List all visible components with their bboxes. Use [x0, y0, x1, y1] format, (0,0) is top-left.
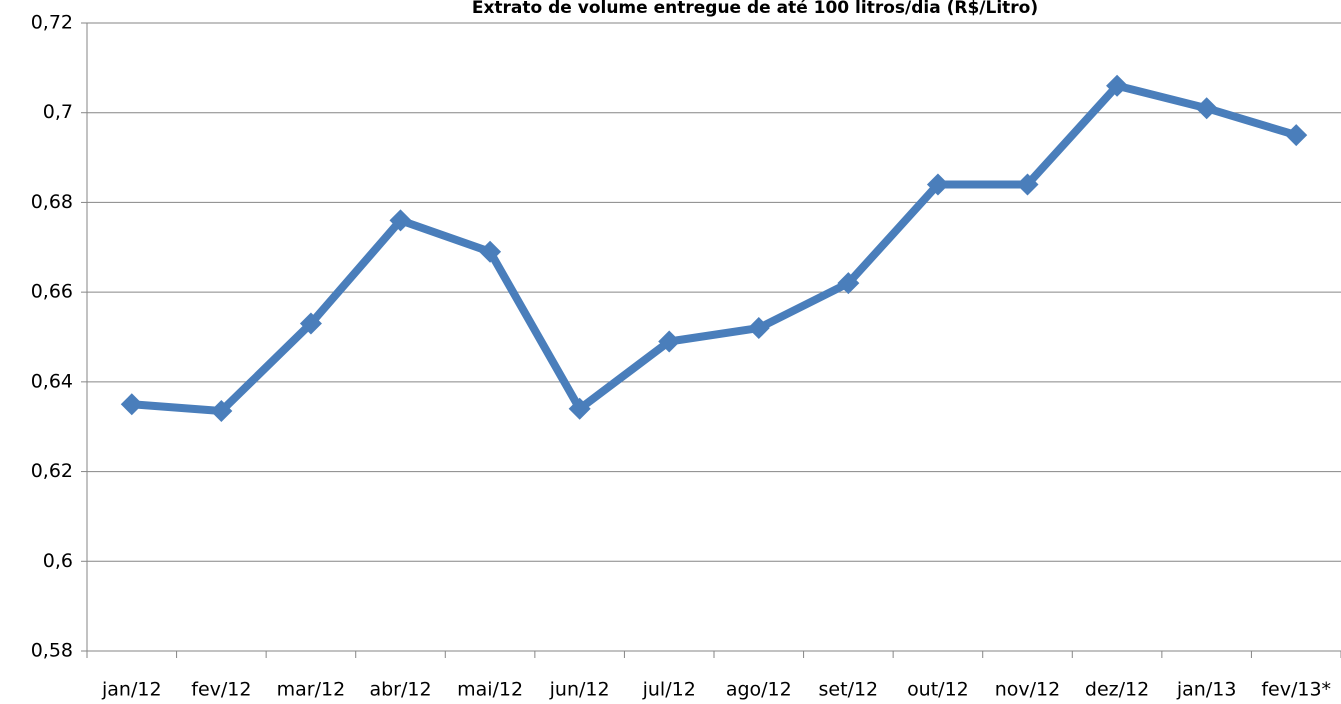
- y-tick-label: 0,68: [31, 191, 73, 213]
- x-tick-label: fev/13*: [1261, 679, 1331, 701]
- marker: [479, 240, 502, 263]
- marker: [299, 312, 322, 335]
- marker: [926, 173, 949, 196]
- chart-title: Extrato de volume entregue de até 100 li…: [472, 0, 1038, 18]
- marker: [568, 397, 591, 420]
- x-tick-label: dez/12: [1085, 679, 1149, 701]
- x-tick-label: mai/12: [457, 679, 523, 701]
- marker: [1195, 97, 1218, 120]
- y-tick-label: 0,66: [31, 281, 73, 303]
- marker: [1106, 74, 1129, 97]
- y-tick-label: 0,6: [43, 550, 73, 572]
- x-tick-label: jul/12: [642, 679, 696, 701]
- marker: [210, 400, 233, 423]
- y-tick-label: 0,7: [43, 101, 73, 123]
- marker: [837, 272, 860, 295]
- y-tick-label: 0,62: [31, 460, 73, 482]
- y-tick-label: 0,58: [31, 640, 73, 662]
- x-tick-label: mar/12: [277, 679, 346, 701]
- marker: [658, 330, 681, 353]
- x-tick-label: ago/12: [726, 679, 792, 701]
- x-tick-label: set/12: [819, 679, 879, 701]
- x-tick-label: jun/12: [549, 679, 610, 701]
- x-tick-label: out/12: [907, 679, 969, 701]
- marker: [120, 393, 143, 416]
- marker: [389, 209, 412, 232]
- y-tick-label: 0,72: [31, 12, 73, 34]
- x-tick-label: jan/13: [1176, 679, 1237, 701]
- line: [131, 81, 1298, 416]
- y-tick-label: 0,64: [31, 370, 73, 392]
- x-tick-label: fev/12: [191, 679, 251, 701]
- marker: [747, 317, 770, 340]
- x-tick-label: jan/12: [101, 679, 162, 701]
- marker: [1016, 173, 1039, 196]
- x-tick-label: nov/12: [995, 679, 1061, 701]
- marker: [1285, 124, 1308, 147]
- x-tick-label: abr/12: [369, 679, 431, 701]
